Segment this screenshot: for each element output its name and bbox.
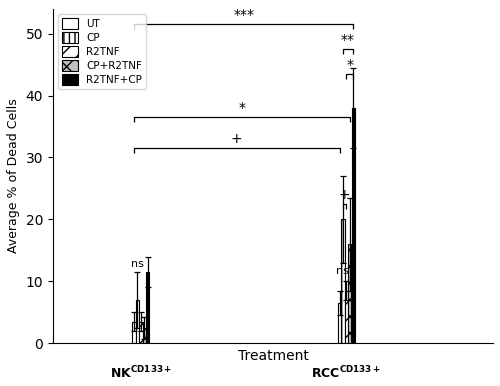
Text: ***: *** [233,8,254,22]
Bar [344,291,348,343]
Bar [342,219,344,343]
Text: ns: ns [336,266,349,276]
Bar [132,322,136,343]
Bar [338,303,341,343]
Text: NK$^{\mathregular{CD133+}}$: NK$^{\mathregular{CD133+}}$ [110,365,172,381]
Text: **: ** [341,33,355,47]
Bar [142,328,146,343]
Text: RCC$^{\mathregular{CD133+}}$: RCC$^{\mathregular{CD133+}}$ [312,365,382,381]
Text: +: + [231,132,242,146]
Bar [146,272,150,343]
Bar [136,300,139,343]
Legend: UT, CP, R2TNF, CP+R2TNF, R2TNF+CP: UT, CP, R2TNF, CP+R2TNF, R2TNF+CP [58,14,146,89]
Text: ns: ns [131,259,144,269]
Bar [348,244,352,343]
Text: *: * [238,102,246,115]
Bar [140,322,142,343]
Text: *: * [346,58,353,72]
Text: +: + [339,188,350,202]
Y-axis label: Average % of Dead Cells: Average % of Dead Cells [7,99,20,253]
Bar [352,108,354,343]
X-axis label: Treatment: Treatment [238,349,308,363]
